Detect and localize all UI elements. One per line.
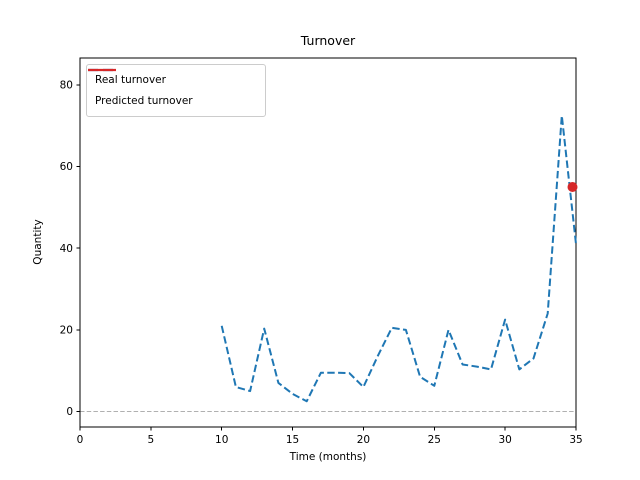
x-tick-label: 25	[428, 434, 441, 446]
solid-line-sample-icon	[88, 68, 116, 72]
x-tick-label: 10	[215, 434, 228, 446]
y-tick-label: 80	[60, 80, 73, 92]
x-tick-label: 15	[286, 434, 299, 446]
x-tick-label: 30	[498, 434, 511, 446]
y-axis-label: Quantity	[32, 219, 44, 265]
x-tick-label: 0	[77, 434, 84, 446]
x-axis-label: Time (months)	[289, 451, 367, 463]
y-tick-label: 60	[60, 161, 73, 173]
legend-entry-real-turnover: Real turnover	[88, 68, 257, 90]
legend-label-predicted-turnover: Predicted turnover	[95, 94, 193, 107]
y-tick-label: 20	[60, 324, 73, 336]
real-turnover-line	[220, 114, 577, 403]
y-tick-label: 0	[66, 406, 73, 418]
x-tick-label: 20	[357, 434, 370, 446]
x-tick-label: 35	[569, 434, 582, 446]
predicted-turnover-point	[567, 181, 578, 192]
y-tick-label: 40	[60, 243, 73, 255]
x-tick-label: 5	[148, 434, 155, 446]
legend-label-real-turnover: Real turnover	[95, 73, 166, 86]
legend-entry-predicted-turnover: Predicted turnover	[88, 68, 257, 111]
legend: Real turnover Predicted turnover	[86, 64, 266, 117]
chart-title: Turnover	[300, 33, 356, 48]
